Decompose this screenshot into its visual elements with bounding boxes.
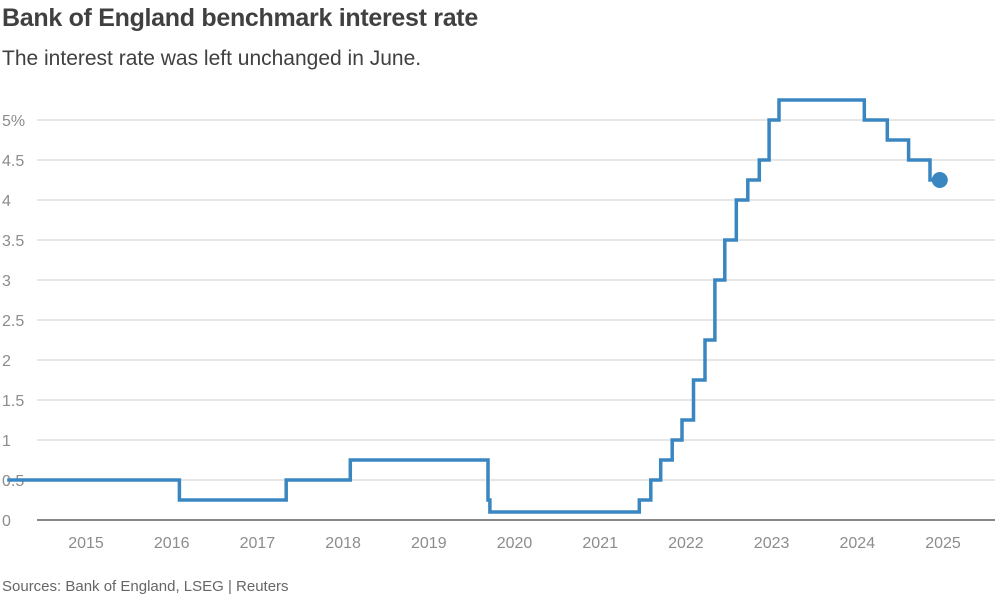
x-tick-label: 2022 bbox=[668, 535, 704, 552]
y-tick-label: 3 bbox=[2, 273, 11, 290]
x-tick-label: 2017 bbox=[240, 535, 276, 552]
x-tick-label: 2015 bbox=[68, 535, 104, 552]
x-tick-label: 2024 bbox=[840, 535, 876, 552]
series-line-bank-rate bbox=[7, 98, 940, 514]
y-tick-label: 0 bbox=[2, 513, 11, 530]
x-tick-label: 2025 bbox=[925, 535, 961, 552]
grid-lines bbox=[37, 119, 995, 481]
y-tick-label: 1.5 bbox=[2, 393, 24, 410]
y-tick-label: 4 bbox=[2, 193, 11, 210]
y-tick-label: 5% bbox=[2, 113, 25, 130]
x-tick-label: 2021 bbox=[582, 535, 618, 552]
x-tick-label: 2016 bbox=[154, 535, 190, 552]
chart-title: Bank of England benchmark interest rate bbox=[2, 4, 478, 32]
y-tick-label: 2.5 bbox=[2, 313, 24, 330]
x-tick-label: 2023 bbox=[754, 535, 790, 552]
chart-subtitle: The interest rate was left unchanged in … bbox=[2, 47, 422, 70]
y-tick-label: 2 bbox=[2, 353, 11, 370]
x-axis-labels: 2015 2016 2017 2018 2019 2020 2021 2022 2023 2024… bbox=[68, 535, 961, 552]
y-axis-labels: 00.511.522.533.544.55% bbox=[2, 113, 25, 530]
source-note: Sources: Bank of England, LSEG | Reuters bbox=[2, 578, 289, 595]
y-tick-label: 1 bbox=[2, 433, 11, 450]
x-tick-label: 2020 bbox=[497, 535, 533, 552]
y-tick-label: 3.5 bbox=[2, 233, 24, 250]
y-tick-label: 4.5 bbox=[2, 153, 24, 170]
series-end-marker bbox=[931, 172, 948, 188]
x-tick-label: 2019 bbox=[411, 535, 447, 552]
x-tick-label: 2018 bbox=[325, 535, 361, 552]
